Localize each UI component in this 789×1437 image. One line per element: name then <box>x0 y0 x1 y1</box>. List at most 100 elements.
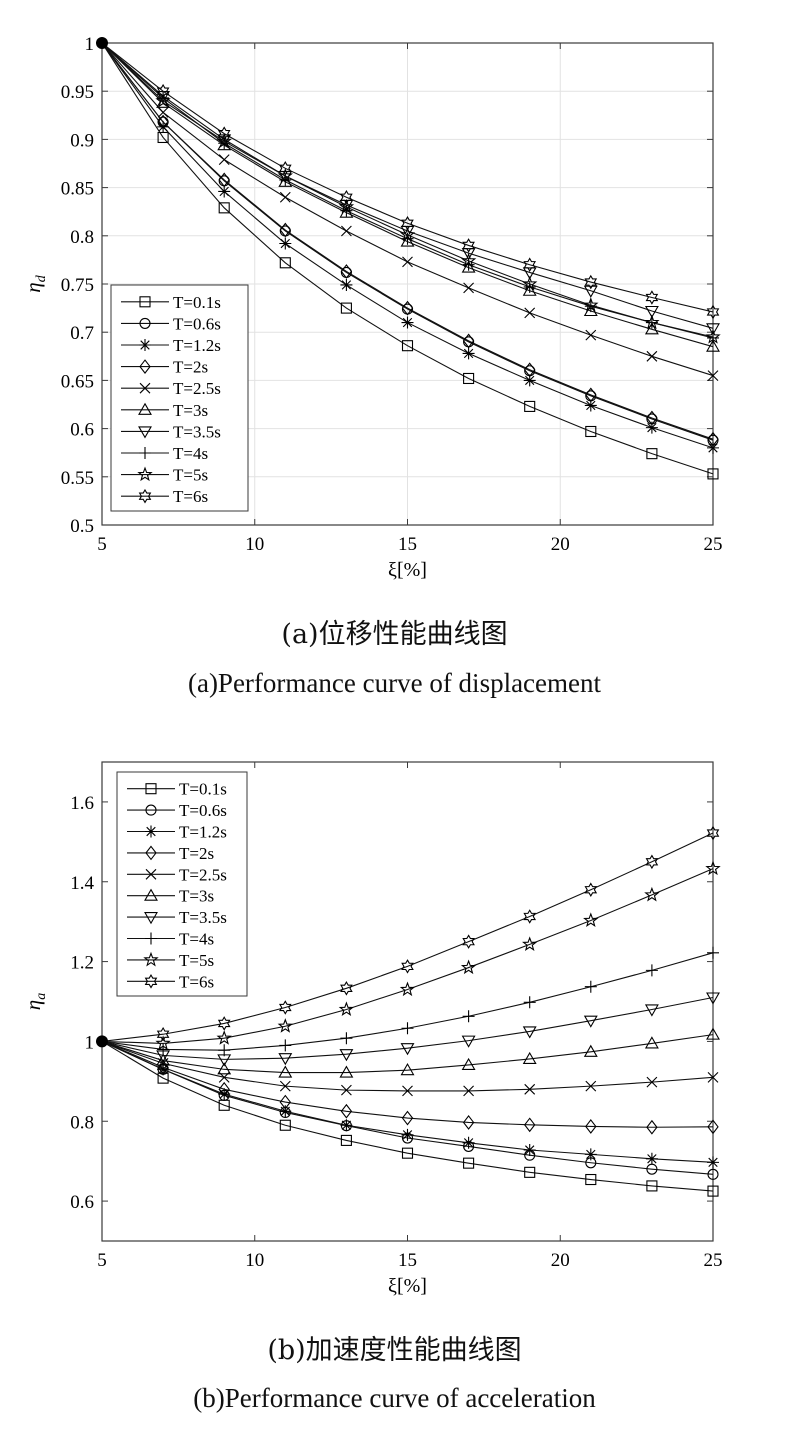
chart-a-legend-box <box>110 284 249 512</box>
chart-b-point <box>585 1080 597 1092</box>
chart-a-legend-label: T=3s <box>173 401 208 420</box>
chart-a-point <box>338 198 355 214</box>
chart-b-legend-label: T=0.6s <box>179 801 227 820</box>
chart-a-point <box>645 290 659 305</box>
chart-a-ytick-label: 0.6 <box>70 420 94 441</box>
chart-a-point <box>646 410 658 426</box>
chart-a-ytick-label: 0.55 <box>61 468 94 489</box>
chart-b-legend-marker <box>145 825 157 838</box>
chart-b-point <box>462 934 475 949</box>
chart-b-legend-marker <box>145 804 157 816</box>
chart-a-point <box>401 300 414 316</box>
chart-a-point <box>463 282 474 294</box>
chart-a-ytick-label: 0.75 <box>61 275 94 296</box>
chart-b-point <box>217 1016 231 1031</box>
chart-b-legend-marker <box>144 888 158 901</box>
chart-b-legend-marker <box>144 974 158 989</box>
chart-a-point <box>644 305 659 319</box>
chart-a-series-line <box>101 42 714 338</box>
chart-b-series-line <box>101 1040 714 1128</box>
chart-a-series-T-6s <box>101 42 720 320</box>
chart-a-xtick-label: 25 <box>704 534 723 555</box>
chart-a-point <box>523 374 536 387</box>
chart-b-point <box>462 1010 475 1023</box>
chart-a-ylabel: ηd <box>21 274 49 292</box>
chart-b-point <box>705 860 721 876</box>
chart-a-point <box>584 399 597 412</box>
chart-b-point <box>341 1084 352 1096</box>
chart-a-start-point <box>96 37 108 49</box>
chart-a-point <box>156 83 170 99</box>
chart-b-point <box>218 1088 231 1101</box>
chart-b-acceleration: 5 10 15 20 250.60.811.21.41.6ξ[%]ηaT=0.1sT=0… <box>21 761 723 1297</box>
chart-b-point <box>706 825 720 841</box>
chart-b-point <box>401 959 414 974</box>
chart-b-point <box>706 1027 720 1040</box>
chart-b-point <box>523 996 536 1009</box>
chart-a-point <box>216 133 232 148</box>
chart-b-point <box>399 981 416 997</box>
chart-a-point <box>707 431 719 447</box>
chart-b-legend-marker <box>145 845 157 861</box>
chart-a-xtick-label: 20 <box>551 534 570 555</box>
chart-a-point <box>462 238 475 253</box>
chart-a-point <box>585 425 597 438</box>
chart-b-point <box>644 1004 659 1017</box>
chart-b-point <box>645 854 659 870</box>
caption-a-chinese: (a)位移性能曲线图 <box>281 619 508 650</box>
chart-a-point <box>645 421 658 434</box>
chart-a-ytick-label: 0.65 <box>61 371 94 392</box>
chart-b-point <box>522 936 538 951</box>
chart-a-legend-marker <box>139 296 151 308</box>
chart-a-point <box>524 400 536 412</box>
chart-a-point <box>218 172 230 188</box>
chart-b-point <box>402 1085 413 1097</box>
chart-b-point <box>218 1081 230 1097</box>
chart-b-point <box>707 1071 719 1083</box>
chart-a-ytick-label: 1 <box>85 34 95 55</box>
chart-b-ytick-label: 1.4 <box>70 873 94 894</box>
chart-b-xlabel: ξ[%] <box>388 1275 427 1297</box>
chart-a-legend-marker <box>139 447 151 459</box>
chart-a-point <box>462 347 475 360</box>
chart-b-point <box>278 1000 292 1015</box>
chart-b-point <box>523 1143 536 1156</box>
chart-a-point <box>401 340 414 352</box>
chart-a-legend-marker <box>138 426 152 439</box>
chart-a-legend-label: T=3.5s <box>173 422 221 441</box>
chart-b-point <box>401 1128 414 1141</box>
chart-b-point <box>522 1051 537 1065</box>
chart-b-point <box>155 1035 171 1050</box>
chart-a-point <box>585 387 597 403</box>
caption-b-chinese: (b)加速度性能曲线图 <box>267 1335 522 1366</box>
chart-a-ytick-label: 0.9 <box>70 130 94 151</box>
chart-a-series-T-2s <box>101 42 719 447</box>
chart-a-series-T-5s <box>101 42 721 344</box>
chart-a-point <box>157 120 170 133</box>
chart-b-point <box>646 1076 658 1088</box>
chart-b-point <box>279 1039 292 1052</box>
chart-a-point <box>340 264 353 279</box>
chart-b-point <box>218 1044 231 1057</box>
chart-a-point <box>522 283 537 296</box>
chart-b-point <box>340 981 353 996</box>
chart-a-series-line <box>101 42 714 329</box>
chart-b-point <box>584 1148 597 1161</box>
chart-b-point <box>706 992 720 1005</box>
chart-a-point <box>279 222 291 238</box>
chart-a-point <box>217 126 231 141</box>
chart-a-series-line <box>101 42 714 313</box>
chart-b-legend-label: T=3s <box>179 887 214 906</box>
chart-b-series-T-1-2s <box>101 1040 719 1169</box>
chart-a-point <box>400 234 415 247</box>
chart-b-point <box>279 1119 291 1131</box>
chart-b-point <box>583 1015 598 1028</box>
chart-a-series-line <box>101 42 714 475</box>
chart-a-ylabel-sub: d <box>34 274 49 282</box>
chart-b-xtick-label: 5 <box>97 1250 107 1271</box>
chart-b-point <box>461 1035 476 1048</box>
chart-b-xtick-label: 25 <box>704 1250 723 1271</box>
chart-b-point <box>584 980 597 993</box>
chart-a-point <box>341 225 352 237</box>
chart-a-point <box>707 370 719 381</box>
